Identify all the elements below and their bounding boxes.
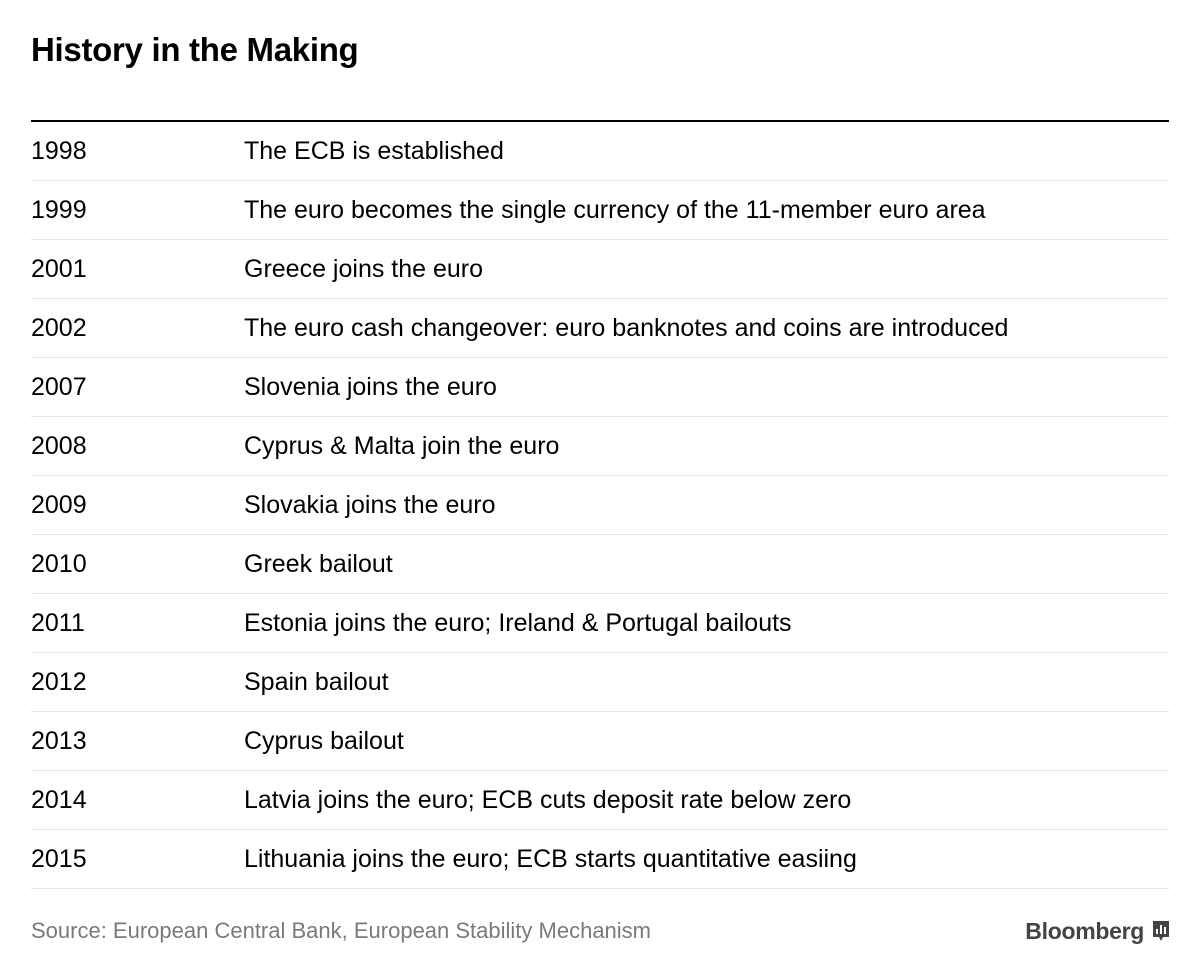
row-year: 1999 bbox=[31, 196, 87, 224]
row-year: 2011 bbox=[31, 609, 85, 637]
bloomberg-chart-icon bbox=[1153, 921, 1169, 941]
table-row: 2008 Cyprus & Malta join the euro bbox=[31, 417, 1169, 476]
row-year: 2013 bbox=[31, 727, 87, 755]
table-row: 2002 The euro cash changeover: euro bankn… bbox=[31, 299, 1169, 358]
row-event: Greek bailout bbox=[244, 550, 393, 578]
row-year: 2012 bbox=[31, 668, 87, 696]
row-year: 2014 bbox=[31, 786, 87, 814]
table-row: 2001 Greece joins the euro bbox=[31, 240, 1169, 299]
brand-logo: Bloomberg bbox=[1025, 912, 1170, 950]
row-event: Slovakia joins the euro bbox=[244, 491, 496, 519]
table-row: 2015 Lithuania joins the euro; ECB starts… bbox=[31, 830, 1169, 889]
table-row: 2007 Slovenia joins the euro bbox=[31, 358, 1169, 417]
table-row: 1999 The euro becomes the single currency… bbox=[31, 181, 1169, 240]
row-event: Slovenia joins the euro bbox=[244, 373, 497, 401]
row-year: 2007 bbox=[31, 373, 87, 401]
source-note: Source: European Central Bank, European … bbox=[31, 918, 652, 943]
table-row: 2009 Slovakia joins the euro bbox=[31, 476, 1169, 535]
table-row: 2011 Estonia joins the euro; Ireland & Po… bbox=[31, 594, 1169, 653]
row-year: 2009 bbox=[31, 491, 87, 519]
table-row: 1998 The ECB is established bbox=[31, 122, 1169, 181]
table-row: 2014 Latvia joins the euro; ECB cuts depo… bbox=[31, 771, 1169, 830]
row-event: The euro becomes the single currency of … bbox=[244, 196, 986, 224]
table-row: 2010 Greek bailout bbox=[31, 535, 1169, 594]
table-row: 2013 Cyprus bailout bbox=[31, 712, 1169, 771]
brand-name: Bloomberg bbox=[1025, 917, 1144, 944]
row-year: 2010 bbox=[31, 550, 87, 578]
row-year: 2008 bbox=[31, 432, 87, 460]
row-year: 2002 bbox=[31, 314, 87, 342]
row-year: 1998 bbox=[31, 137, 87, 165]
row-event: Lithuania joins the euro; ECB starts qua… bbox=[244, 845, 857, 873]
row-event: Spain bailout bbox=[244, 668, 389, 696]
row-event: Greece joins the euro bbox=[244, 255, 484, 283]
row-event: Latvia joins the euro; ECB cuts deposit … bbox=[244, 786, 852, 814]
chart-title: History in the Making bbox=[31, 31, 359, 68]
row-event: Estonia joins the euro; Ireland & Portug… bbox=[244, 609, 792, 637]
row-event: The euro cash changeover: euro banknotes… bbox=[244, 314, 1009, 342]
row-event: The ECB is established bbox=[244, 137, 504, 165]
timeline-table: 1998 The ECB is established 1999 The euro b… bbox=[31, 120, 1169, 889]
table-row: 2012 Spain bailout bbox=[31, 653, 1169, 712]
row-year: 2001 bbox=[31, 255, 87, 283]
row-year: 2015 bbox=[31, 845, 87, 873]
row-event: Cyprus bailout bbox=[244, 727, 404, 755]
row-event: Cyprus & Malta join the euro bbox=[244, 432, 560, 460]
